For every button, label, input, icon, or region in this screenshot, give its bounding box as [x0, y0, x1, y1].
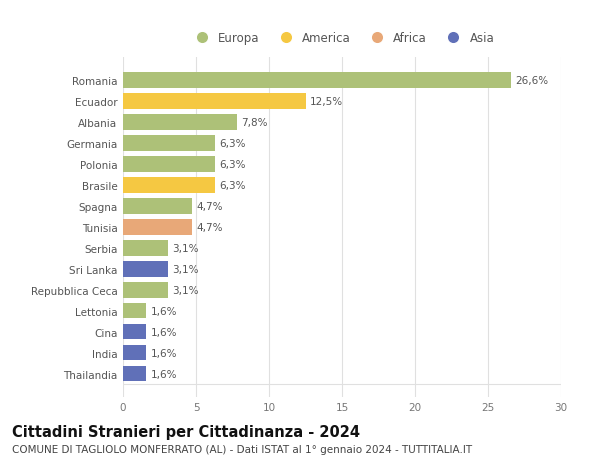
- Text: 3,1%: 3,1%: [173, 285, 199, 295]
- Bar: [123, 303, 146, 319]
- Text: 3,1%: 3,1%: [173, 243, 199, 253]
- Bar: [123, 198, 191, 214]
- Bar: [123, 135, 215, 151]
- Bar: [123, 345, 146, 361]
- Text: 1,6%: 1,6%: [151, 348, 177, 358]
- Text: 4,7%: 4,7%: [196, 222, 223, 232]
- Text: 26,6%: 26,6%: [516, 76, 549, 86]
- Text: Cittadini Stranieri per Cittadinanza - 2024: Cittadini Stranieri per Cittadinanza - 2…: [12, 425, 360, 440]
- Bar: [123, 219, 191, 235]
- Bar: [123, 261, 168, 277]
- Text: 3,1%: 3,1%: [173, 264, 199, 274]
- Bar: [123, 366, 146, 381]
- Text: 6,3%: 6,3%: [220, 180, 246, 190]
- Text: 7,8%: 7,8%: [241, 118, 268, 128]
- Bar: [123, 241, 168, 256]
- Bar: [123, 157, 215, 172]
- Legend: Europa, America, Africa, Asia: Europa, America, Africa, Asia: [187, 29, 497, 47]
- Text: 1,6%: 1,6%: [151, 369, 177, 379]
- Bar: [123, 115, 237, 130]
- Text: 1,6%: 1,6%: [151, 327, 177, 337]
- Text: 1,6%: 1,6%: [151, 306, 177, 316]
- Bar: [123, 73, 511, 89]
- Bar: [123, 324, 146, 340]
- Text: 6,3%: 6,3%: [220, 159, 246, 169]
- Text: 6,3%: 6,3%: [220, 139, 246, 148]
- Text: 4,7%: 4,7%: [196, 202, 223, 211]
- Bar: [123, 94, 305, 109]
- Text: COMUNE DI TAGLIOLO MONFERRATO (AL) - Dati ISTAT al 1° gennaio 2024 - TUTTITALIA.: COMUNE DI TAGLIOLO MONFERRATO (AL) - Dat…: [12, 444, 472, 454]
- Bar: [123, 178, 215, 193]
- Text: 12,5%: 12,5%: [310, 96, 343, 106]
- Bar: [123, 282, 168, 298]
